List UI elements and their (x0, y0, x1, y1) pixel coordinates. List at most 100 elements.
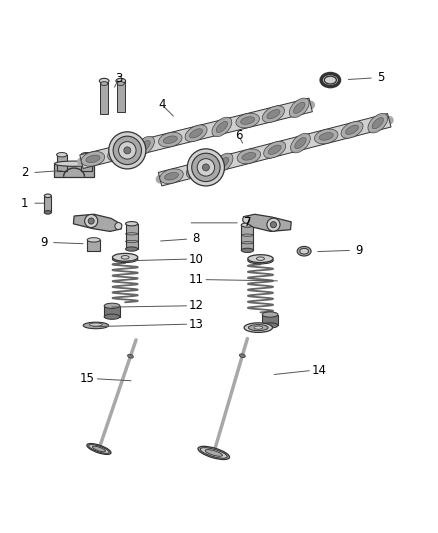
Ellipse shape (372, 118, 384, 129)
Bar (54, 164, 94, 177)
Circle shape (270, 222, 276, 228)
Ellipse shape (240, 117, 254, 124)
Ellipse shape (57, 152, 67, 157)
Ellipse shape (262, 312, 278, 317)
Ellipse shape (267, 110, 280, 119)
Ellipse shape (92, 446, 106, 452)
Ellipse shape (314, 129, 338, 144)
Ellipse shape (160, 169, 183, 184)
Bar (57, 155, 67, 171)
Ellipse shape (126, 247, 138, 251)
Ellipse shape (205, 449, 223, 456)
Ellipse shape (101, 82, 108, 85)
Ellipse shape (190, 128, 203, 138)
Ellipse shape (139, 141, 150, 152)
Ellipse shape (242, 152, 256, 160)
Ellipse shape (87, 443, 111, 455)
Ellipse shape (216, 122, 228, 133)
Ellipse shape (213, 153, 233, 173)
Bar (87, 240, 100, 251)
Text: 9: 9 (41, 236, 48, 249)
Ellipse shape (89, 445, 109, 454)
Circle shape (88, 218, 94, 224)
Ellipse shape (212, 117, 232, 136)
Ellipse shape (191, 165, 204, 174)
Ellipse shape (192, 153, 220, 182)
Ellipse shape (99, 78, 109, 84)
Ellipse shape (254, 326, 263, 329)
Ellipse shape (295, 138, 306, 149)
Ellipse shape (163, 136, 177, 143)
Bar (104, 306, 120, 317)
Text: 12: 12 (189, 300, 204, 312)
Ellipse shape (126, 222, 138, 226)
Ellipse shape (237, 149, 261, 164)
Ellipse shape (104, 303, 120, 309)
Ellipse shape (368, 114, 388, 133)
Ellipse shape (300, 248, 308, 254)
Bar (44, 196, 51, 212)
Bar (241, 225, 254, 251)
Bar (81, 155, 92, 171)
Ellipse shape (116, 78, 126, 84)
Ellipse shape (119, 142, 136, 159)
Ellipse shape (104, 314, 120, 319)
Ellipse shape (165, 172, 179, 180)
Text: 8: 8 (193, 232, 200, 246)
Circle shape (267, 218, 280, 231)
Ellipse shape (113, 256, 138, 263)
Ellipse shape (159, 132, 182, 147)
Bar (117, 81, 125, 111)
Ellipse shape (290, 133, 311, 153)
Circle shape (124, 147, 131, 154)
Ellipse shape (248, 255, 273, 263)
Ellipse shape (81, 151, 105, 166)
Text: 6: 6 (235, 129, 242, 142)
Ellipse shape (264, 141, 286, 158)
Text: 4: 4 (159, 99, 166, 111)
Circle shape (202, 164, 209, 171)
Ellipse shape (127, 354, 134, 358)
Ellipse shape (341, 122, 363, 138)
Ellipse shape (186, 161, 208, 178)
Ellipse shape (248, 325, 268, 330)
Text: 14: 14 (312, 364, 327, 377)
Ellipse shape (86, 155, 100, 163)
Ellipse shape (319, 133, 333, 140)
Ellipse shape (198, 446, 230, 459)
Ellipse shape (257, 257, 265, 261)
Text: 2: 2 (21, 166, 28, 179)
Ellipse shape (87, 238, 100, 242)
Ellipse shape (248, 257, 273, 264)
Ellipse shape (239, 354, 245, 358)
Ellipse shape (83, 322, 109, 329)
Polygon shape (243, 214, 291, 231)
Circle shape (85, 214, 98, 228)
Ellipse shape (112, 148, 125, 157)
Circle shape (115, 223, 122, 230)
Polygon shape (158, 114, 391, 186)
Text: 1: 1 (21, 197, 28, 209)
Polygon shape (74, 214, 122, 231)
Polygon shape (80, 98, 312, 168)
Text: 10: 10 (189, 253, 204, 265)
Ellipse shape (117, 82, 124, 85)
Text: 11: 11 (189, 273, 204, 286)
Bar (262, 314, 278, 326)
Ellipse shape (187, 149, 224, 186)
Ellipse shape (241, 223, 254, 227)
Ellipse shape (113, 136, 141, 165)
Bar (100, 81, 108, 114)
Ellipse shape (44, 194, 51, 198)
Ellipse shape (113, 253, 138, 261)
Ellipse shape (89, 323, 102, 326)
Text: 13: 13 (189, 318, 204, 330)
Ellipse shape (262, 323, 278, 328)
Ellipse shape (324, 76, 336, 84)
Ellipse shape (134, 136, 155, 156)
Ellipse shape (44, 211, 51, 214)
Bar (126, 224, 138, 249)
Ellipse shape (241, 248, 254, 253)
Ellipse shape (293, 102, 305, 114)
Ellipse shape (185, 125, 207, 142)
